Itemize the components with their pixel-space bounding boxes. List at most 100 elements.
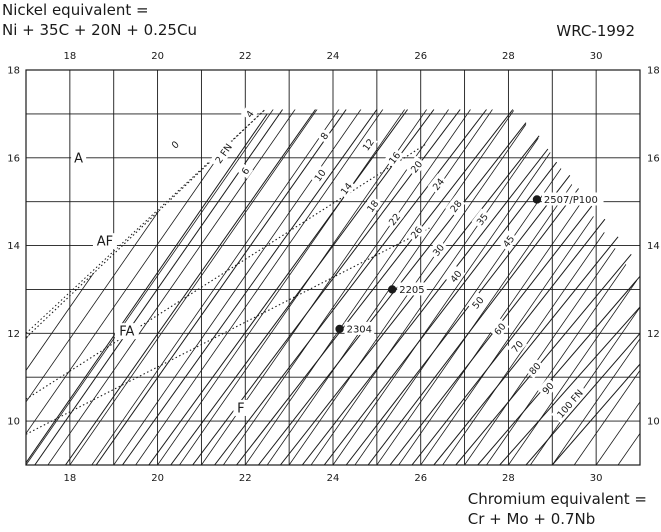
region-label-bg <box>233 399 249 416</box>
hatch-line <box>508 109 640 465</box>
x-tick-label-bottom: 30 <box>590 473 603 484</box>
x-tick-label-bottom: 28 <box>502 473 515 484</box>
phase-boundary <box>26 109 266 339</box>
fn-line <box>525 333 640 465</box>
x-tick-label-top: 18 <box>63 51 76 62</box>
x-tick-label-bottom: 18 <box>63 473 76 484</box>
chart-title: WRC-1992 <box>556 22 635 40</box>
y-tick-label-right: 16 <box>647 153 660 164</box>
tick-labels: 18 18 20 20 22 22 24 24 26 26 28 28 30 30 10 10 12 12 14 14… <box>7 51 659 484</box>
fn-line <box>323 161 558 465</box>
hatch-line <box>354 109 640 465</box>
hatch-line <box>47 109 400 465</box>
fn-line <box>455 254 632 465</box>
fn-line <box>148 109 408 465</box>
grade-label-bg <box>541 192 604 206</box>
hatch-line <box>464 109 640 465</box>
y-tick-label-right: 12 <box>647 329 660 340</box>
x-tick-label-top: 22 <box>239 51 252 62</box>
fn-line <box>214 109 487 465</box>
fn-label-bg <box>361 195 383 217</box>
fn-label-bg <box>166 136 183 153</box>
fn-label-bg <box>506 335 528 357</box>
hatch-line <box>91 109 443 465</box>
fn-line <box>411 218 606 465</box>
grade-point <box>388 285 397 294</box>
y-tick-label-right: 18 <box>647 66 660 77</box>
grade-label-bg <box>344 321 375 335</box>
x-tick-label-bottom: 26 <box>414 473 427 484</box>
fn-line <box>95 109 347 465</box>
x-tick-label-bottom: 22 <box>239 473 252 484</box>
fn-label-bg <box>383 208 405 230</box>
fn-label-bg <box>405 155 427 177</box>
fn-label-bg <box>524 357 545 379</box>
fn-line <box>433 236 619 465</box>
fn-line-label: 4 <box>244 109 256 120</box>
y-axis-label: Nickel equivalent = Ni + 35C + 20N + 0.2… <box>2 0 197 40</box>
fn-line-label: 0 <box>170 139 182 151</box>
hatch-line <box>135 109 487 465</box>
x-tick-label-top: 26 <box>414 51 427 62</box>
x-axis-label-line-2: Cr + Mo + 0.7Nb <box>467 510 596 528</box>
y-tick-label-right: 10 <box>647 417 660 428</box>
hatch-line <box>0 0 4 465</box>
x-tick-label-top: 30 <box>590 51 603 62</box>
x-axis-label-line-1: Chromium equivalent = <box>467 490 647 508</box>
region-label: AF <box>97 235 113 250</box>
fn-label-bg <box>236 162 254 179</box>
grade-point-label: 2304 <box>347 325 372 336</box>
y-axis-label-line-1: Nickel equivalent = <box>2 1 149 19</box>
fn-line <box>477 275 640 465</box>
fn-line <box>122 109 378 465</box>
hatch-line <box>398 109 640 465</box>
plot-frame <box>25 69 641 466</box>
y-tick-label-left: 14 <box>7 241 20 252</box>
y-tick-label-left: 16 <box>7 153 20 164</box>
fn-line <box>65 109 316 465</box>
hatch-line <box>530 109 640 465</box>
fn-line <box>301 148 549 465</box>
fn-label-bg <box>551 383 588 424</box>
fn-label-bg <box>309 164 330 186</box>
hatch-line <box>551 109 640 465</box>
fn-label-bg <box>537 377 558 399</box>
region-label: F <box>237 401 244 416</box>
fn-line <box>345 175 571 465</box>
region-label-bg <box>114 323 139 340</box>
hatch-line <box>26 109 356 465</box>
fn-label-bg <box>405 221 427 243</box>
fn-line <box>551 363 640 465</box>
phase-boundary <box>26 144 426 400</box>
plot-border <box>25 69 641 466</box>
grade-label-bg <box>397 282 427 296</box>
x-tick-label-top: 28 <box>502 51 515 62</box>
fn-line <box>26 113 268 464</box>
x-tick-label-bottom: 20 <box>151 473 164 484</box>
fn-line <box>279 135 540 465</box>
fn-label-bg <box>427 173 449 195</box>
fn-label-bg <box>209 137 237 169</box>
fn-line <box>236 109 514 465</box>
region-label-bg <box>71 149 87 166</box>
region-label-bg <box>92 233 117 250</box>
y-tick-label-left: 18 <box>7 66 20 77</box>
fn-label-bg <box>489 318 510 340</box>
fn-line <box>258 122 527 465</box>
region-label: A <box>74 151 83 166</box>
fn-lines <box>26 109 640 465</box>
fn-line <box>367 188 579 465</box>
fn-line-label: 6 <box>240 166 252 177</box>
fn-label-bg <box>445 265 466 287</box>
fn-line <box>389 205 593 465</box>
fn-label-bg <box>335 177 356 199</box>
fn-label-bg <box>471 208 492 230</box>
fn-label-bg <box>383 147 405 168</box>
y-tick-label-left: 12 <box>7 329 20 340</box>
fn-label-bg <box>315 127 333 144</box>
x-tick-label-bottom: 24 <box>327 473 340 484</box>
x-tick-label-top: 24 <box>327 51 340 62</box>
y-tick-label-right: 14 <box>647 241 660 252</box>
region-label: FA <box>119 325 134 340</box>
